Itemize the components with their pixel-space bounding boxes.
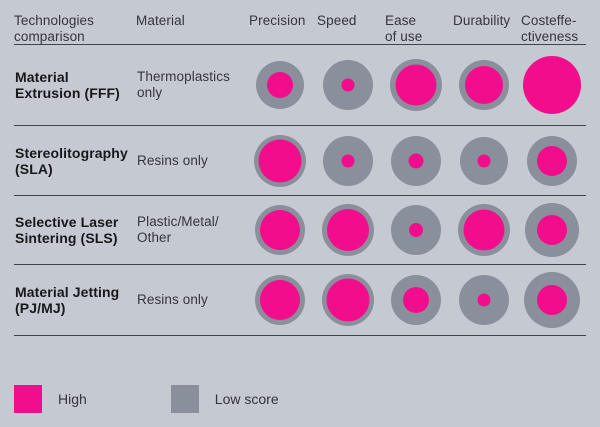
- high-score-disc: [408, 153, 424, 168]
- high-score-disc: [537, 215, 567, 245]
- header-material: Material: [136, 13, 185, 28]
- high-score-disc: [463, 209, 505, 251]
- high-score-disc: [537, 145, 567, 176]
- header-ease-of-use: Ease of use: [385, 13, 423, 44]
- material-value: Thermoplastics only: [137, 69, 230, 100]
- header-costeffe-ctiveness: Costeffe- ctiveness: [521, 13, 579, 44]
- header-speed: Speed: [317, 13, 357, 28]
- score-cell-ease-of-use: [382, 126, 450, 195]
- score-cell-speed: [314, 126, 382, 195]
- score-cell-durability: [450, 196, 518, 264]
- score-cell-costeffectiveness: [518, 196, 586, 264]
- high-score-swatch: [14, 385, 42, 413]
- high-score-disc: [341, 78, 355, 92]
- high-score-disc: [477, 293, 491, 307]
- material-value: Plastic/Metal/ Other: [137, 214, 219, 245]
- table-row-material: Material Extrusion (FFF) Thermoplastics o…: [14, 45, 586, 126]
- high-score-disc: [258, 139, 302, 182]
- technology-name: Selective Laser Sintering (SLS): [15, 214, 119, 246]
- score-cell-durability: [450, 45, 518, 125]
- high-score-disc: [395, 64, 437, 106]
- header-technologies-comparison: Technologies comparison: [14, 13, 95, 44]
- score-cell-precision: [246, 196, 314, 264]
- technology-name: Stereolitography (SLA): [15, 144, 128, 177]
- table-row-selective-laser: Selective Laser Sintering (SLS) Plastic/M…: [14, 196, 586, 265]
- high-score-disc: [327, 209, 369, 251]
- score-cell-costeffectiveness: [518, 45, 586, 125]
- high-score-disc: [523, 56, 581, 114]
- high-score-disc: [403, 287, 429, 313]
- low-score-swatch: [170, 385, 199, 413]
- table-rows: Material Extrusion (FFF) Thermoplastics o…: [14, 45, 586, 336]
- score-cell-speed: [314, 265, 382, 335]
- material-value: Resins only: [137, 292, 208, 307]
- score-cell-costeffectiveness: [518, 126, 586, 195]
- score-cell-ease-of-use: [382, 265, 450, 335]
- score-cell-durability: [450, 265, 518, 335]
- score-cell-ease-of-use: [382, 45, 450, 125]
- score-cell-costeffectiveness: [518, 265, 586, 335]
- high-score-disc: [409, 223, 423, 237]
- legend-item-low: Low score: [170, 385, 279, 413]
- table-row-stereolitography: Stereolitography (SLA) Resins only: [14, 126, 586, 196]
- score-cell-speed: [314, 196, 382, 264]
- high-score-disc: [341, 154, 355, 167]
- legend-item-high: High: [14, 385, 87, 413]
- high-score-disc: [465, 66, 503, 104]
- header-durability: Durability: [453, 13, 511, 28]
- technology-name: Material Jetting (PJ/MJ): [15, 284, 120, 316]
- material-value: Resins only: [137, 152, 208, 168]
- score-cell-ease-of-use: [382, 196, 450, 264]
- high-score-disc: [267, 72, 293, 98]
- high-score-disc: [477, 154, 491, 167]
- high-score-disc: [326, 278, 370, 322]
- legend: High Low score: [14, 385, 279, 413]
- table-header-row: Technologies comparison Material Precisi…: [14, 0, 586, 45]
- legend-label-low: Low score: [214, 391, 279, 407]
- score-cell-durability: [450, 126, 518, 195]
- high-score-disc: [537, 285, 567, 315]
- score-cell-precision: [246, 45, 314, 125]
- technology-name: Material Extrusion (FFF): [15, 69, 120, 101]
- score-cell-precision: [246, 265, 314, 335]
- high-score-disc: [260, 280, 300, 320]
- score-cell-speed: [314, 45, 382, 125]
- legend-label-high: High: [58, 391, 87, 407]
- high-score-disc: [260, 210, 300, 250]
- header-precision: Precision: [249, 13, 306, 28]
- comparison-table: Technologies comparison Material Precisi…: [14, 0, 586, 336]
- table-row-material-jetting: Material Jetting (PJ/MJ) Resins only: [14, 265, 586, 336]
- score-cell-precision: [246, 126, 314, 195]
